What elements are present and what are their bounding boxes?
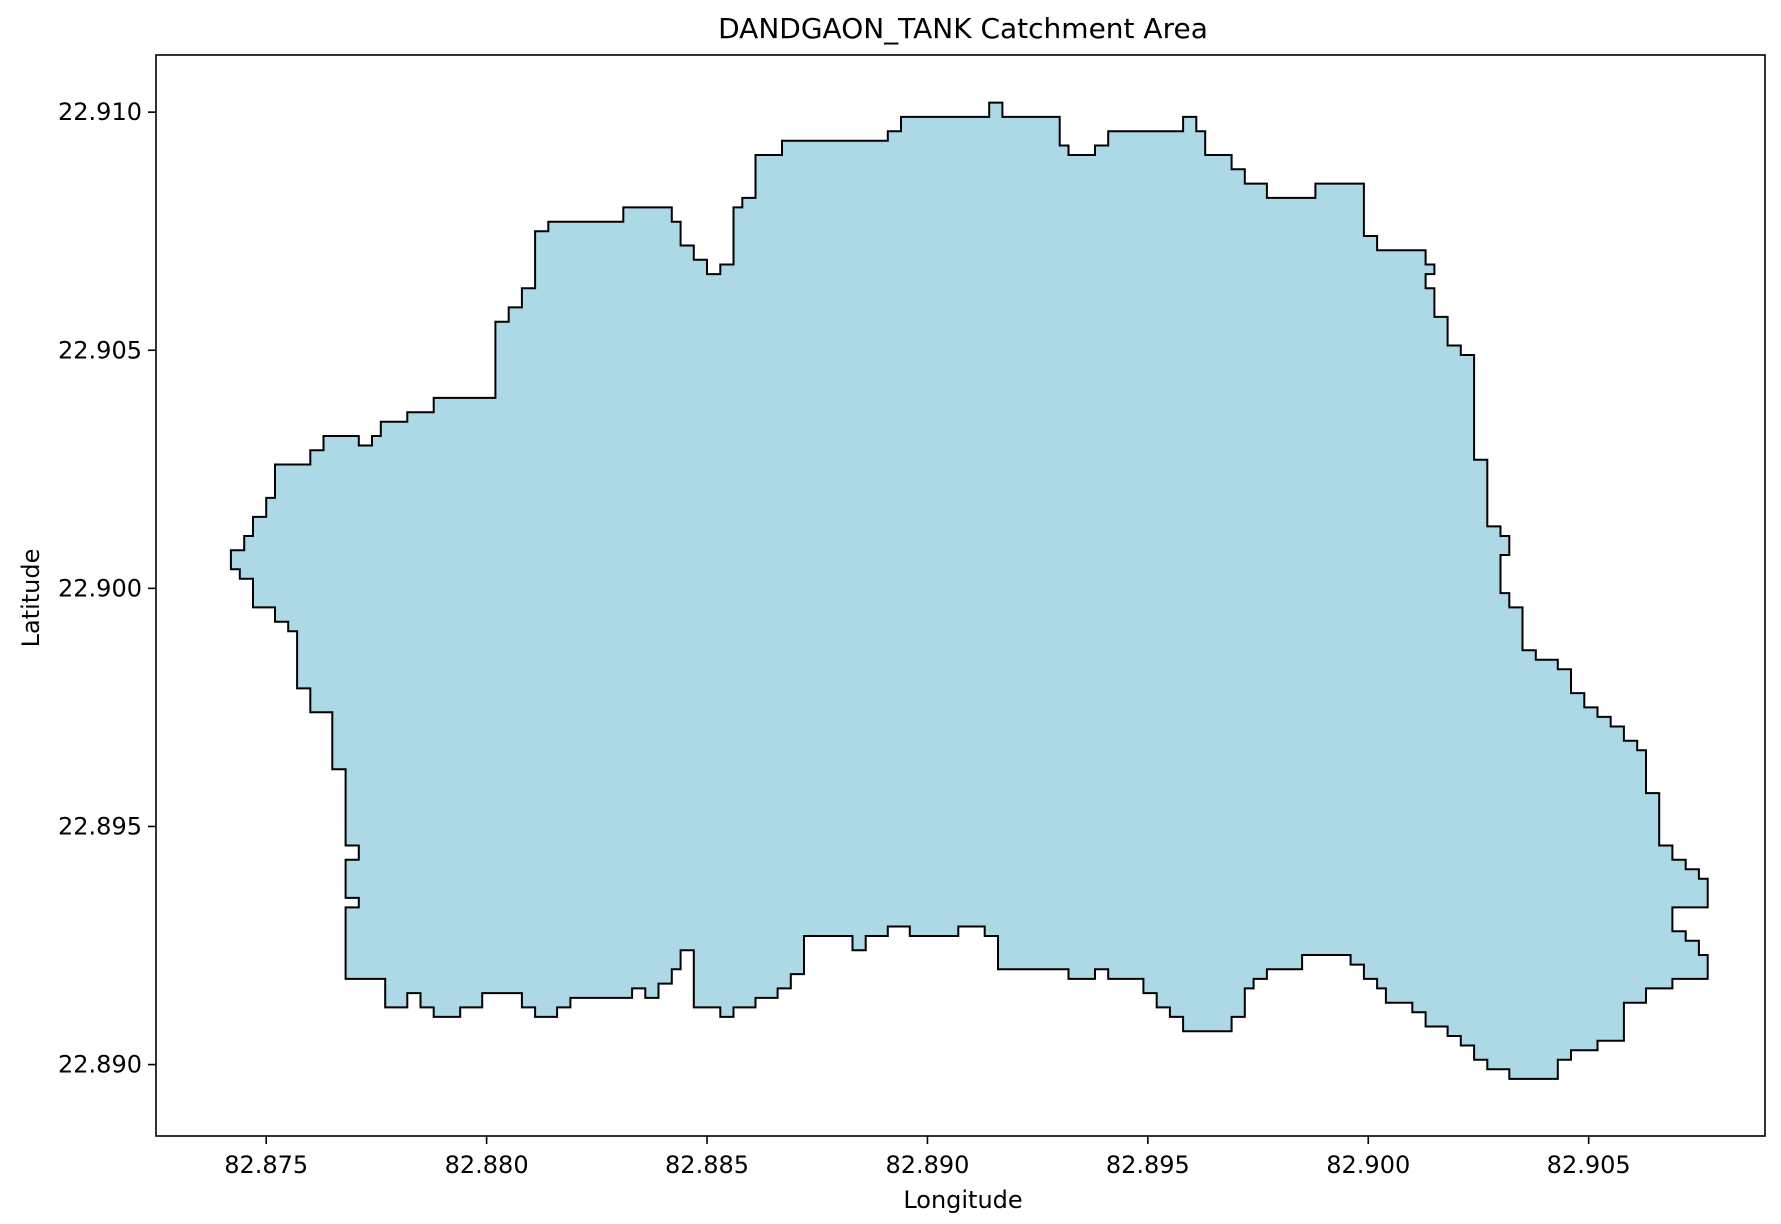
y-axis-label: Latitude xyxy=(17,549,45,648)
y-tick-label: 22.905 xyxy=(58,336,142,364)
y-tick-label: 22.895 xyxy=(58,812,142,840)
x-axis-label: Longitude xyxy=(903,1186,1022,1214)
plot-area xyxy=(229,101,1709,1080)
x-tick-label: 82.895 xyxy=(1106,1151,1190,1179)
x-tick-label: 82.880 xyxy=(445,1151,529,1179)
x-tick-label: 82.885 xyxy=(665,1151,749,1179)
x-tick-label: 82.905 xyxy=(1547,1151,1631,1179)
axes-frame xyxy=(155,54,1766,1137)
y-tick-label: 22.910 xyxy=(58,98,142,126)
x-tick-label: 82.900 xyxy=(1326,1151,1410,1179)
chart-title: DANDGAON_TANK Catchment Area xyxy=(718,12,1208,45)
y-tick-label: 22.900 xyxy=(58,574,142,602)
x-tick-label: 82.875 xyxy=(224,1151,308,1179)
x-axis-ticks: 82.875 82.880 82.885 82.890 82.895 82.900 82.9… xyxy=(224,1136,1631,1179)
x-tick-label: 82.890 xyxy=(885,1151,969,1179)
y-axis-ticks: 22.890 22.895 22.900 22.905 22.910 xyxy=(58,98,156,1079)
y-tick-label: 22.890 xyxy=(58,1051,142,1079)
catchment-polygon xyxy=(229,101,1709,1080)
